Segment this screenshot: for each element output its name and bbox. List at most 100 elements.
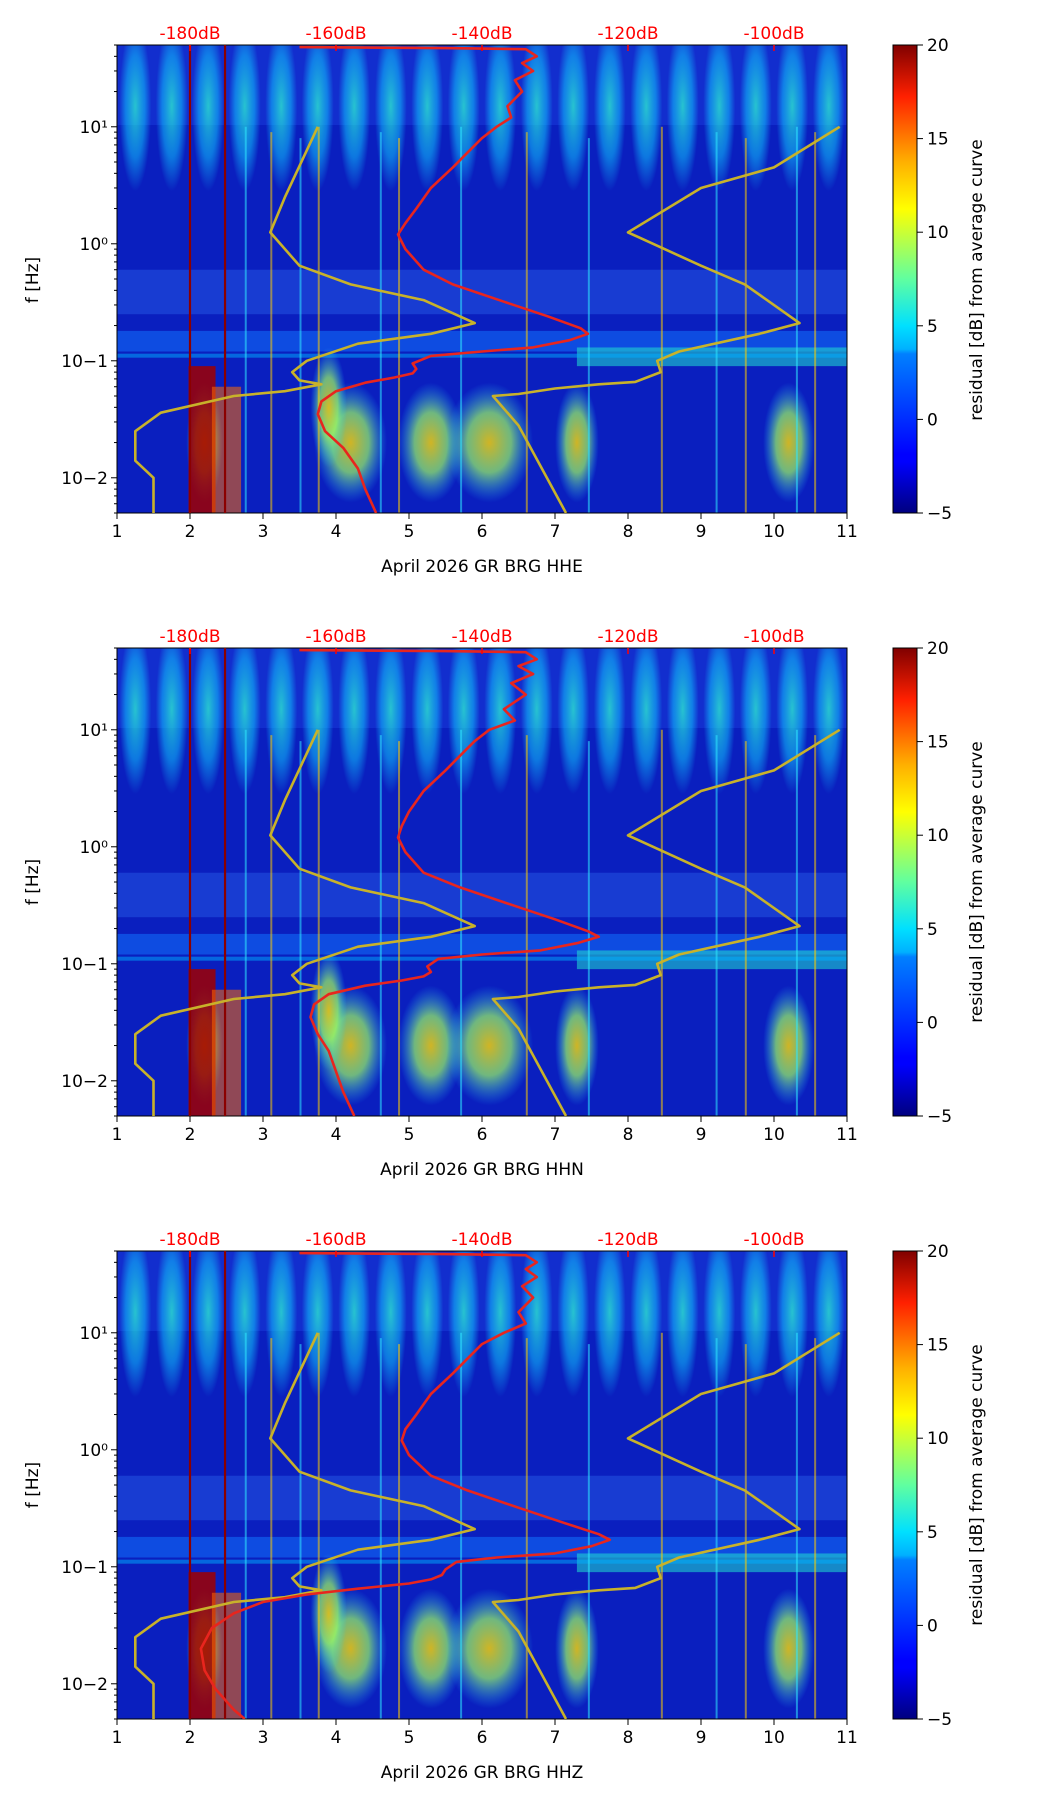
noise-bands-hhe (117, 45, 847, 513)
x-tick-label: 11 (836, 1125, 858, 1145)
transient-spike (317, 1332, 320, 1719)
x-tick-label: 3 (258, 1125, 269, 1145)
series-curve (491, 1331, 841, 1719)
disturbance-block (211, 989, 242, 1116)
transient-spike (587, 138, 590, 513)
top-tick-label: -120dB (597, 1230, 658, 1250)
x-tick-label: 9 (696, 1728, 707, 1748)
transient-spike (525, 132, 528, 513)
y-tick-label: 10¹ (80, 1324, 108, 1344)
panel-hhn: 1 2 3 4 5 6 7 8 9 10 11 10−2 10−1 10⁰ 10¹ -180dB -160d… (23, 627, 987, 1180)
colorbar-label: residual [dB] from average curve (967, 1344, 987, 1625)
x-tick-label: 1 (112, 1125, 123, 1145)
transient-spike (715, 1338, 718, 1719)
noise-patch (812, 1251, 845, 1398)
spectrogram-hhn (117, 648, 847, 1116)
event-patch (445, 985, 534, 1106)
x-axis-hhz: 1 2 3 4 5 6 7 8 9 10 11 (112, 1719, 858, 1748)
top-tick-label: -100dB (743, 1230, 804, 1250)
microseism-band (117, 956, 847, 961)
x-tick-label: 11 (836, 1728, 858, 1748)
noise-patch (520, 648, 553, 795)
noise-patch (192, 648, 225, 795)
microseism-band (117, 353, 847, 358)
noise-patch (338, 1251, 371, 1398)
top-tick-label: -180dB (159, 627, 220, 647)
noise-patch (739, 648, 772, 795)
noise-patch (666, 1251, 699, 1398)
transient-spike (270, 1338, 273, 1719)
transient-spike (299, 741, 302, 1116)
noise-patch (155, 45, 188, 192)
noise-patch (265, 45, 298, 192)
x-tick-label: 4 (331, 1125, 342, 1145)
noise-patch (338, 45, 371, 192)
colorbar-tick-label: 5 (927, 920, 938, 940)
noise-patch (776, 1251, 809, 1398)
noise-patch (228, 45, 261, 192)
noise-patch (776, 45, 809, 192)
y-axis-hhz: 10−2 10−1 10⁰ 10¹ (61, 1250, 117, 1720)
top-tick-label: -120dB (597, 24, 658, 44)
y-tick-label: 10⁰ (80, 838, 109, 858)
colorbar-tick-label: 5 (927, 317, 938, 337)
noise-patch (630, 1251, 663, 1398)
colorbar-tick-label: 20 (927, 36, 949, 56)
colorbar-ticks-hhn: −5 0 5 10 15 20 (917, 639, 952, 1127)
noise-patch (593, 648, 626, 795)
event-patch (445, 1588, 534, 1709)
microseism-band (117, 269, 847, 315)
colorbar-tick-label: 15 (927, 733, 949, 753)
transient-spike (715, 735, 718, 1116)
colorbar-hhz (892, 1250, 918, 1720)
top-tick-label: -160dB (305, 1230, 366, 1250)
x-axis-hhe: 1 2 3 4 5 6 7 8 9 10 11 (112, 513, 858, 542)
x-tick-label: 2 (185, 522, 196, 542)
transient-spike (317, 729, 320, 1116)
x-tick-label: 5 (404, 1125, 415, 1145)
transient-spike (744, 1344, 747, 1719)
transient-spike (317, 126, 320, 513)
x-tick-label: 4 (331, 1728, 342, 1748)
colorbar-ticks-hhe: −5 0 5 10 15 20 (917, 36, 952, 524)
x-tick-label: 10 (763, 1728, 785, 1748)
transient-spike (744, 138, 747, 513)
curves-hhz (134, 1251, 841, 1719)
series-curve (491, 728, 841, 1116)
series-curve (134, 1332, 476, 1719)
x-axis-label: April 2026 GR BRG HHZ (381, 1763, 584, 1783)
noise-bands-hhn (117, 648, 847, 1116)
noise-patch (630, 648, 663, 795)
noise-patch (666, 45, 699, 192)
spectrogram-hhz (117, 1251, 847, 1719)
noise-patch (119, 648, 152, 795)
x-axis-hhn: 1 2 3 4 5 6 7 8 9 10 11 (112, 1116, 858, 1145)
x-tick-label: 6 (477, 1125, 488, 1145)
series-curve (299, 45, 590, 513)
x-tick-label: 3 (258, 1728, 269, 1748)
panel-hhe: 1 2 3 4 5 6 7 8 9 10 11 10−2 10−1 10⁰ 10¹ -180dB -160d… (23, 24, 987, 577)
noise-patch (265, 1251, 298, 1398)
noise-patch (411, 648, 444, 795)
colorbar-hhe (892, 44, 918, 514)
top-tick-label: -100dB (743, 627, 804, 647)
noise-patch (484, 648, 517, 795)
noise-patch (703, 648, 736, 795)
event-patch (310, 1553, 347, 1674)
noise-patch (338, 648, 371, 795)
top-db-axis-hhn: -180dB -160dB -140dB -120dB -100dB (159, 627, 805, 654)
x-tick-label: 8 (623, 522, 634, 542)
colorbar-tick-label: 0 (927, 1013, 938, 1033)
top-tick-label: -160dB (305, 24, 366, 44)
y-axis-label: f [Hz] (23, 1462, 43, 1508)
noise-patch (484, 1251, 517, 1398)
top-tick-label: -140dB (451, 24, 512, 44)
transient-spike (244, 1332, 247, 1719)
noise-patch (301, 45, 334, 192)
colorbar-tick-label: 10 (927, 826, 949, 846)
event-patch (763, 382, 815, 503)
x-tick-label: 5 (404, 522, 415, 542)
x-tick-label: 8 (623, 1125, 634, 1145)
top-tick-label: -140dB (451, 1230, 512, 1250)
x-tick-label: 11 (836, 522, 858, 542)
